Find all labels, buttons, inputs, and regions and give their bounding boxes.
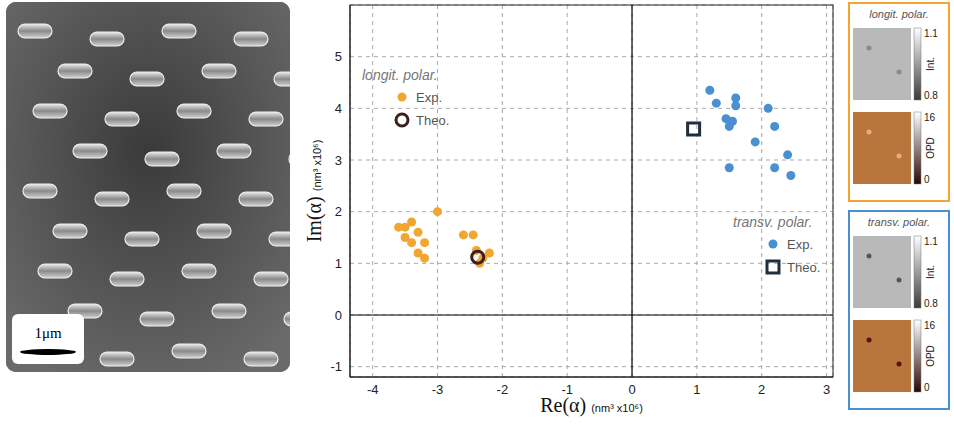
- svg-text:Exp.: Exp.: [416, 90, 442, 105]
- svg-text:0.8: 0.8: [924, 298, 938, 309]
- svg-text:0.8: 0.8: [924, 90, 938, 101]
- svg-text:longit. polar.: longit. polar.: [362, 67, 438, 83]
- svg-text:longit. polar.: longit. polar.: [869, 8, 929, 20]
- svg-text:Theo.: Theo.: [787, 260, 820, 275]
- svg-text:1.1: 1.1: [924, 236, 938, 247]
- svg-text:-4: -4: [367, 382, 379, 397]
- svg-text:OPD: OPD: [925, 137, 936, 159]
- svg-text:OPD: OPD: [925, 345, 936, 367]
- svg-text:16: 16: [924, 112, 936, 123]
- svg-text:4: 4: [335, 101, 342, 116]
- svg-text:Int.: Int.: [925, 57, 936, 71]
- svg-text:1: 1: [335, 256, 342, 271]
- svg-text:Exp.: Exp.: [787, 237, 813, 252]
- svg-text:Re(α)(nm³ x10⁶): Re(α)(nm³ x10⁶): [540, 394, 643, 417]
- svg-text:0: 0: [924, 382, 930, 393]
- svg-text:Int.: Int.: [925, 265, 936, 279]
- svg-text:-2: -2: [497, 382, 509, 397]
- svg-text:3: 3: [335, 153, 342, 168]
- svg-text:16: 16: [924, 320, 936, 331]
- svg-text:1.1: 1.1: [924, 28, 938, 39]
- svg-text:1μm: 1μm: [34, 325, 62, 341]
- svg-text:0: 0: [924, 174, 930, 185]
- svg-text:Im(α)(nm³ x10⁶): Im(α)(nm³ x10⁶): [303, 140, 326, 243]
- svg-text:1: 1: [693, 382, 700, 397]
- svg-text:Theo.: Theo.: [416, 113, 449, 128]
- svg-text:0: 0: [628, 382, 635, 397]
- svg-text:-3: -3: [432, 382, 444, 397]
- svg-text:-1: -1: [561, 382, 573, 397]
- svg-text:2: 2: [758, 382, 765, 397]
- svg-text:2: 2: [335, 204, 342, 219]
- svg-text:transv. polar.: transv. polar.: [733, 214, 812, 230]
- svg-text:5: 5: [335, 49, 342, 64]
- svg-text:-1: -1: [330, 359, 342, 374]
- svg-text:0: 0: [335, 308, 342, 323]
- svg-text:transv. polar.: transv. polar.: [868, 216, 930, 228]
- svg-text:3: 3: [823, 382, 830, 397]
